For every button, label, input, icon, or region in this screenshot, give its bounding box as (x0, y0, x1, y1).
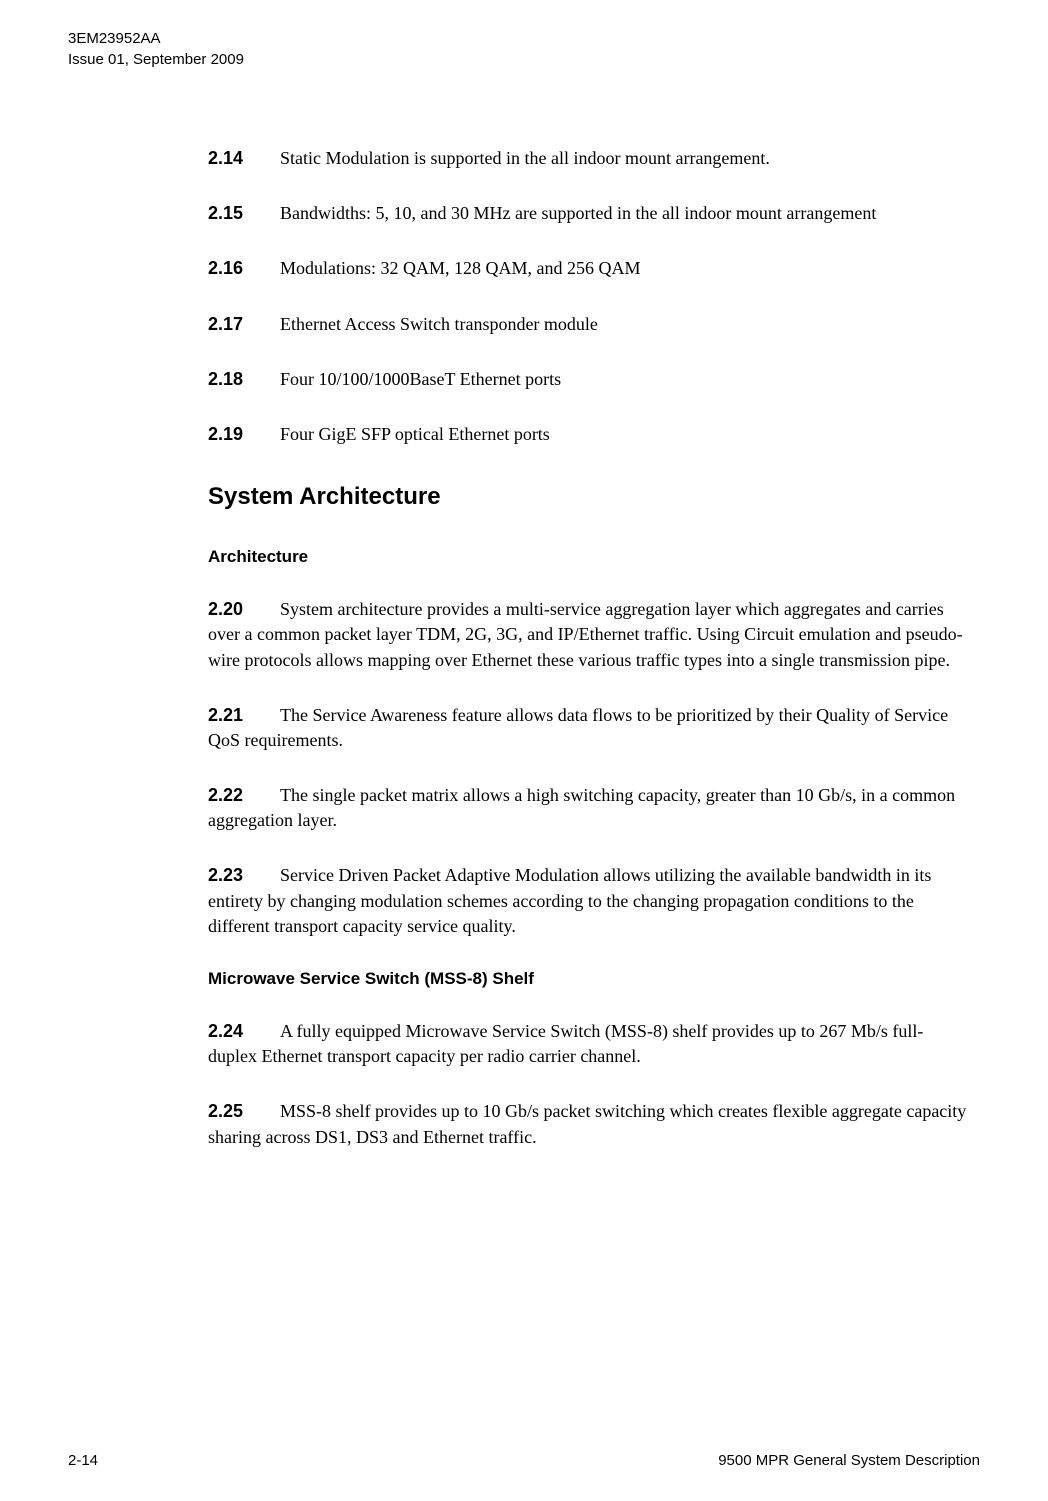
paragraph-item: 2.23Service Driven Packet Adaptive Modul… (208, 863, 970, 939)
item-text: MSS-8 shelf provides up to 10 Gb/s packe… (208, 1101, 966, 1146)
item-text: Four 10/100/1000BaseT Ethernet ports (280, 369, 561, 389)
item-text: Service Driven Packet Adaptive Modulatio… (208, 865, 931, 935)
item-text: Four GigE SFP optical Ethernet ports (280, 424, 550, 444)
paragraph-item: 2.24A fully equipped Microwave Service S… (208, 1019, 970, 1069)
item-number: 2.14 (208, 146, 280, 171)
page-content: 2.14Static Modulation is supported in th… (208, 146, 980, 1150)
paragraph-item: 2.18Four 10/100/1000BaseT Ethernet ports (208, 367, 970, 392)
item-number: 2.15 (208, 201, 280, 226)
page-number: 2-14 (68, 1452, 98, 1469)
footer-title: 9500 MPR General System Description (718, 1452, 980, 1469)
paragraph-item: 2.25MSS-8 shelf provides up to 10 Gb/s p… (208, 1099, 970, 1149)
doc-issue: Issue 01, September 2009 (68, 49, 980, 70)
item-text: A fully equipped Microwave Service Switc… (208, 1021, 923, 1066)
paragraph-item: 2.16Modulations: 32 QAM, 128 QAM, and 25… (208, 256, 970, 281)
item-number: 2.22 (208, 783, 280, 808)
item-text: Modulations: 32 QAM, 128 QAM, and 256 QA… (280, 258, 641, 278)
item-text: Bandwidths: 5, 10, and 30 MHz are suppor… (280, 203, 876, 223)
sub-heading: Microwave Service Switch (MSS-8) Shelf (208, 969, 970, 989)
item-text: Ethernet Access Switch transponder modul… (280, 314, 598, 334)
item-number: 2.24 (208, 1019, 280, 1044)
section-heading: System Architecture (208, 483, 970, 511)
item-number: 2.16 (208, 256, 280, 281)
item-text: System architecture provides a multi-ser… (208, 599, 963, 669)
sub-heading: Architecture (208, 547, 970, 567)
item-text: The Service Awareness feature allows dat… (208, 705, 948, 750)
item-number: 2.17 (208, 312, 280, 337)
paragraph-item: 2.19Four GigE SFP optical Ethernet ports (208, 422, 970, 447)
paragraph-item: 2.21The Service Awareness feature allows… (208, 703, 970, 753)
item-number: 2.25 (208, 1099, 280, 1124)
page-footer: 2-14 9500 MPR General System Description (68, 1452, 980, 1469)
item-number: 2.20 (208, 597, 280, 622)
item-text: The single packet matrix allows a high s… (208, 785, 955, 830)
doc-id: 3EM23952AA (68, 28, 980, 49)
item-number: 2.19 (208, 422, 280, 447)
item-text: Static Modulation is supported in the al… (280, 148, 770, 168)
item-number: 2.23 (208, 863, 280, 888)
page-header: 3EM23952AA Issue 01, September 2009 (68, 28, 980, 70)
paragraph-item: 2.20System architecture provides a multi… (208, 597, 970, 673)
paragraph-item: 2.15Bandwidths: 5, 10, and 30 MHz are su… (208, 201, 970, 226)
item-number: 2.21 (208, 703, 280, 728)
paragraph-item: 2.17Ethernet Access Switch transponder m… (208, 312, 970, 337)
item-number: 2.18 (208, 367, 280, 392)
paragraph-item: 2.14Static Modulation is supported in th… (208, 146, 970, 171)
paragraph-item: 2.22The single packet matrix allows a hi… (208, 783, 970, 833)
